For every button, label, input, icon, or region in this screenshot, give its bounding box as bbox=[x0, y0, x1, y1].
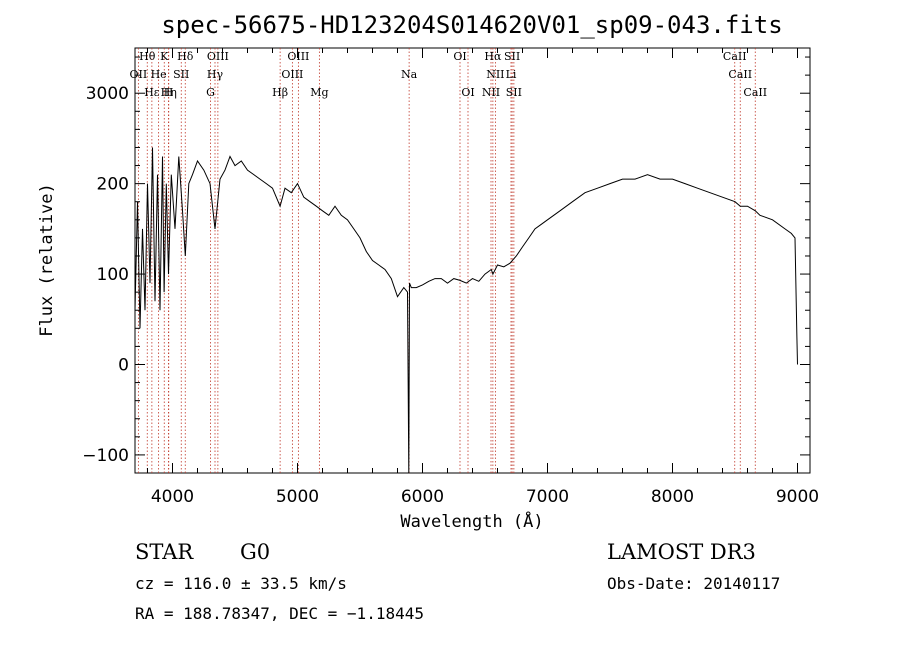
observation-date: Obs-Date: 20140117 bbox=[607, 574, 780, 593]
line-marker-label: Hθ bbox=[139, 50, 156, 63]
line-marker-label: H bbox=[164, 86, 174, 99]
line-marker-label: Hβ bbox=[272, 86, 288, 99]
x-tick-label: 9000 bbox=[776, 487, 819, 507]
line-marker-label: OII bbox=[130, 68, 148, 81]
x-tick-label: 8000 bbox=[651, 487, 694, 507]
x-tick-label: 7000 bbox=[526, 487, 569, 507]
x-tick-label: 6000 bbox=[401, 487, 444, 507]
line-marker-label: CaII bbox=[728, 68, 752, 81]
y-axis-label: Flux (relative) bbox=[37, 183, 57, 337]
line-marker-label: OIII bbox=[281, 68, 303, 81]
y-tick-label: 0 bbox=[118, 355, 129, 375]
line-marker-label: SII bbox=[173, 68, 189, 81]
line-marker-label: Hγ bbox=[207, 68, 224, 81]
line-marker-label: CaII bbox=[743, 86, 767, 99]
y-tick-label: 200 bbox=[97, 175, 129, 195]
x-tick-label: 4000 bbox=[151, 487, 194, 507]
line-marker-label: Li bbox=[506, 68, 517, 81]
y-tick-label: −100 bbox=[82, 446, 129, 466]
x-axis-label: Wavelength (Å) bbox=[400, 510, 543, 532]
line-marker-label: CaII bbox=[723, 50, 747, 63]
line-marker-label: NII bbox=[486, 68, 504, 81]
line-marker-label: OI bbox=[461, 86, 474, 99]
line-marker-label: OI bbox=[453, 50, 466, 63]
line-marker-label: G bbox=[206, 86, 215, 99]
spectral-line-markers bbox=[137, 48, 756, 473]
line-marker-label: Na bbox=[401, 68, 418, 81]
spectrum-line bbox=[134, 147, 798, 474]
line-marker-label: K bbox=[160, 50, 169, 63]
line-marker-label: OIII bbox=[287, 50, 309, 63]
ra-dec: RA = 188.78347, DEC = −1.18445 bbox=[135, 604, 424, 623]
line-marker-label: Hε bbox=[144, 86, 160, 99]
line-marker-label: Mg bbox=[310, 86, 328, 99]
line-marker-label: Hη bbox=[161, 86, 177, 99]
line-marker-label: Hα bbox=[484, 50, 502, 63]
line-marker-label: He bbox=[151, 68, 167, 81]
x-tick-label: 5000 bbox=[276, 487, 319, 507]
object-class: STAR bbox=[135, 540, 194, 564]
survey-name: LAMOST DR3 bbox=[607, 540, 756, 564]
redshift-cz: cz = 116.0 ± 33.5 km/s bbox=[135, 574, 347, 593]
line-marker-label: SII bbox=[506, 86, 522, 99]
y-tick-label: 100 bbox=[97, 265, 129, 285]
object-subclass: G0 bbox=[240, 540, 270, 564]
line-marker-label: Hδ bbox=[177, 50, 194, 63]
line-marker-label: SII bbox=[504, 50, 520, 63]
chart-title: spec-56675-HD123204S014620V01_sp09-043.f… bbox=[161, 11, 782, 39]
line-marker-label: OIII bbox=[207, 50, 229, 63]
plot-frame bbox=[134, 47, 811, 474]
axis-ticks: 4000 5000 6000 7000 8000 9000 −100 0 100 200 3000 bbox=[82, 48, 819, 507]
y-tick-label: 3000 bbox=[86, 84, 129, 104]
line-marker-label: NII bbox=[482, 86, 500, 99]
